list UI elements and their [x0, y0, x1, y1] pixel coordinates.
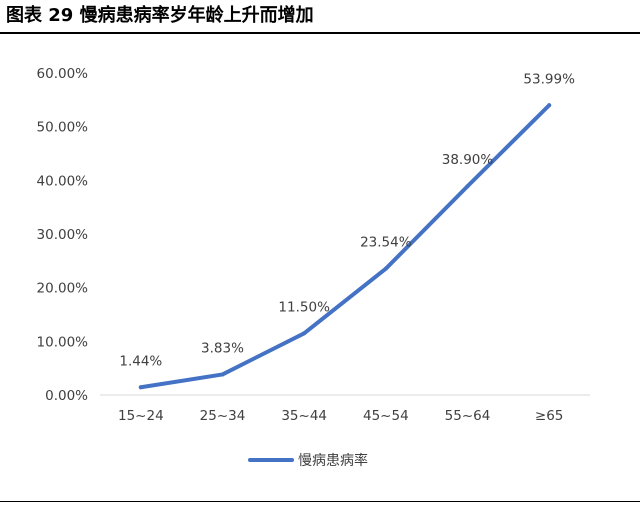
figure-title: 图表 29 慢病患病率岁年龄上升而增加	[6, 5, 314, 26]
legend: 慢病患病率	[248, 452, 368, 469]
y-tick-label: 10.00%	[37, 334, 89, 350]
legend-label: 慢病患病率	[298, 452, 368, 469]
x-tick-label: ≥65	[535, 408, 564, 424]
y-tick-label: 60.00%	[37, 66, 89, 82]
x-tick-label: 15~24	[118, 408, 164, 424]
y-tick-label: 30.00%	[37, 227, 89, 243]
data-label: 23.54%	[360, 235, 412, 251]
x-tick-label: 35~44	[281, 408, 327, 424]
y-tick-label: 50.00%	[37, 120, 89, 136]
x-tick-label: 25~34	[200, 408, 246, 424]
data-point	[383, 266, 388, 271]
data-label: 3.83%	[201, 340, 244, 356]
bottom-rule	[0, 501, 640, 502]
data-label: 38.90%	[442, 152, 494, 168]
data-point	[465, 184, 470, 189]
series-line	[138, 103, 552, 390]
x-tick-label: 45~54	[363, 408, 409, 424]
data-label: 11.50%	[278, 299, 330, 315]
axes: 0.00% 10.00% 20.00% 30.00% 40.00% 50.00% 60.00…	[37, 66, 590, 424]
data-point	[138, 385, 143, 390]
data-point	[220, 372, 225, 377]
title-rule	[0, 32, 640, 34]
data-label: 53.99%	[523, 71, 575, 87]
data-point	[547, 103, 552, 108]
series	[138, 103, 552, 390]
y-tick-label: 20.00%	[37, 281, 89, 297]
y-tick-label: 0.00%	[45, 388, 88, 404]
data-label: 1.44%	[119, 353, 162, 369]
x-tick-label: 55~64	[445, 408, 491, 424]
data-labels: 1.44% 3.83% 11.50% 23.54% 38.90% 53.99%	[119, 71, 575, 369]
y-tick-label: 40.00%	[37, 173, 89, 189]
data-point	[302, 331, 307, 336]
